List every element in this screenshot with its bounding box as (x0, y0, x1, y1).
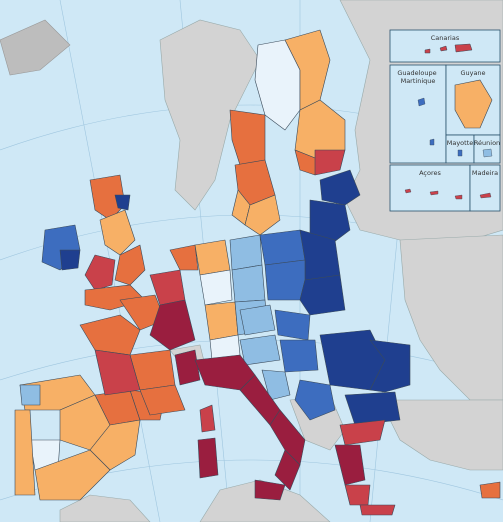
inset-madeira: Madeira (469, 164, 501, 212)
inset-guyane: Guyane (445, 64, 501, 136)
south-east-regions (239, 329, 411, 426)
uk-ireland-regions (41, 174, 146, 311)
inset-label-guadeloupe: Guadeloupe (397, 69, 436, 77)
inset-guadeloupe-martinique: Guadeloupe Martinique (389, 64, 447, 164)
inset-acores: Açores (389, 164, 471, 212)
inset-canarias: Canarias (389, 29, 501, 63)
inset-label-acores: Açores (419, 169, 441, 177)
iberia-regions (14, 374, 166, 501)
inset-label-guadeloupe-martinique: Guadeloupe Martinique (397, 69, 438, 85)
baltic-regions (309, 169, 361, 246)
central-east-regions (239, 229, 346, 341)
france-regions (79, 269, 201, 416)
inset-label-guyane: Guyane (460, 69, 485, 77)
inset-label-madeira: Madeira (472, 169, 498, 177)
inset-reunion: Réunion (473, 134, 501, 164)
nordic-regions (229, 29, 346, 236)
inset-label-martinique: Martinique (401, 77, 436, 85)
greece-regions (334, 419, 501, 516)
inset-label-mayotte: Mayotte (447, 139, 474, 147)
inset-label-canarias: Canarias (431, 34, 460, 42)
italy-regions (194, 354, 306, 501)
inset-mayotte: Mayotte (445, 134, 475, 164)
inset-label-reunion: Réunion (474, 139, 500, 147)
